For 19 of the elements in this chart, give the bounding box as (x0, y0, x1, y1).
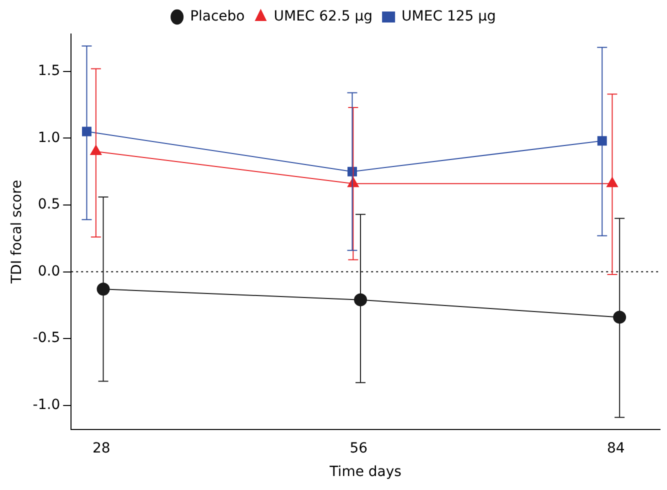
y-axis-title: TDI focal score (9, 180, 26, 285)
legend-label: UMEC 62.5 μg (274, 8, 373, 25)
point (82, 126, 92, 136)
point (597, 136, 607, 146)
y-tick-label: 0.5 (38, 196, 60, 213)
y-tick-label: -0.5 (32, 330, 60, 346)
point (613, 310, 626, 324)
point (354, 293, 368, 306)
x-tick-label: 56 (350, 440, 368, 456)
legend-label: UMEC 125 μg (402, 8, 496, 25)
x-tick-label: 28 (92, 440, 110, 456)
y-tick-label: 0.0 (38, 263, 60, 280)
y-tick-label: 1.5 (38, 63, 60, 80)
y-tick-label: 1.0 (38, 130, 60, 146)
y-tick-label: -1.0 (32, 396, 60, 413)
x-axis-title: Time days (328, 464, 402, 480)
legend-label: Placebo (190, 8, 245, 25)
x-tick-label: 84 (606, 440, 625, 456)
point (96, 282, 110, 296)
